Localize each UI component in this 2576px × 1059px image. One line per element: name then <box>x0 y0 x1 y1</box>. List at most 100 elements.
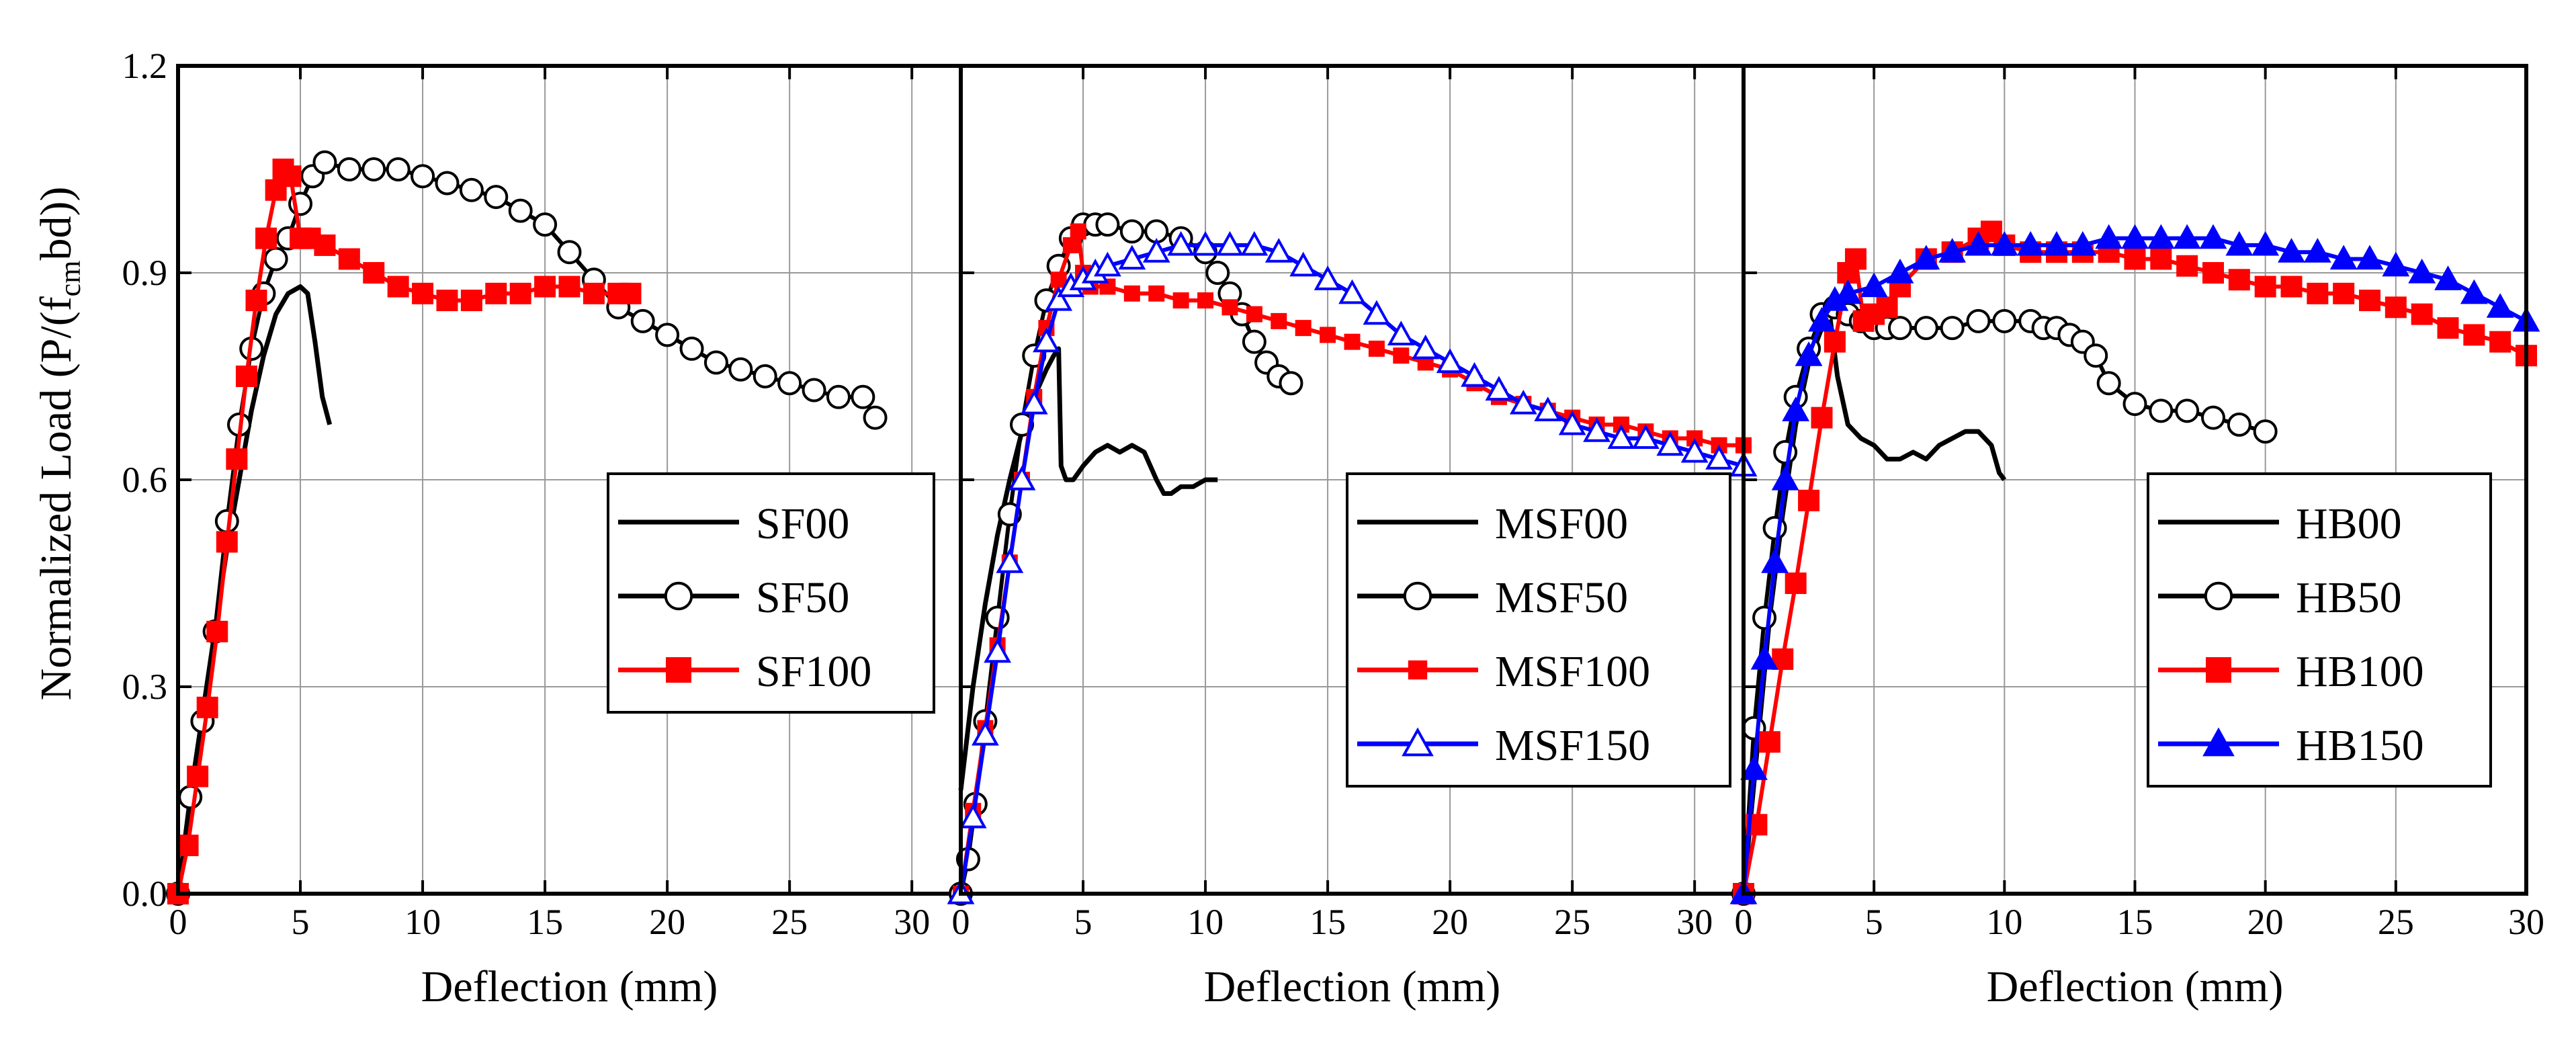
y-tick-label-sf-1: 0.3 <box>122 667 168 707</box>
marker-hb150-12 <box>1912 245 1940 270</box>
marker-msf150-17 <box>1216 230 1244 256</box>
series-group-msf <box>947 212 1758 906</box>
marker-sf50-8 <box>263 247 288 271</box>
marker-hb150-34 <box>2486 293 2514 318</box>
marker-sf50-25 <box>630 308 655 333</box>
legend-marker-hb100 <box>2206 657 2231 683</box>
x-tick-label-sf-1: 5 <box>292 902 310 942</box>
marker-sf50-13 <box>337 157 361 181</box>
legend-box-hb <box>2147 472 2492 788</box>
marker-hb100-12 <box>1876 296 1898 319</box>
marker-msf150-22 <box>1338 279 1366 304</box>
marker-msf150-18 <box>1240 230 1269 256</box>
marker-sf100-22 <box>485 282 507 304</box>
legend-label-sf50: SF50 <box>756 573 849 622</box>
marker-hb150-4 <box>1771 465 1799 491</box>
marker-hb150-19 <box>2095 224 2123 249</box>
marker-hb100-28 <box>2254 276 2276 298</box>
legend-marker-sf100 <box>666 657 691 683</box>
panel-hb: 0 5 10 15 20 25 30 Deflection (mm) HB00 HB50 HB100… <box>1729 64 2544 1011</box>
marker-hb50-23 <box>2084 343 2108 368</box>
marker-sf100-23 <box>509 282 531 304</box>
legend-marker-hb150 <box>2202 727 2235 757</box>
marker-hb100-24 <box>2150 248 2172 270</box>
panel-sf: 0 5 10 15 20 25 30 0.0 0.3 0.6 0.9 1.2 Deflection (m… <box>122 46 963 1011</box>
marker-msf150-5 <box>1008 465 1036 491</box>
marker-msf150-16 <box>1191 230 1219 256</box>
x-tick-label-sf-0: 0 <box>169 902 187 942</box>
marker-hb100-30 <box>2307 282 2329 304</box>
marker-msf150-23 <box>1363 300 1391 325</box>
legend-marker-msf50 <box>1403 581 1432 611</box>
marker-sf100-8 <box>245 290 267 312</box>
y-tick-label-sf-2: 0.6 <box>122 460 168 500</box>
marker-hb150-20 <box>2121 224 2149 249</box>
marker-hb100-36 <box>2463 324 2485 346</box>
x-tick-label-hb-3: 15 <box>2117 902 2153 942</box>
marker-msf100-16 <box>1172 292 1189 309</box>
marker-msf150-33 <box>1607 424 1635 449</box>
marker-msf50-13 <box>1095 212 1120 237</box>
marker-hb150-16 <box>2016 230 2045 256</box>
x-axis-label-msf: Deflection (mm) <box>1204 962 1501 1011</box>
marker-sf50-28 <box>703 350 728 375</box>
marker-hb150-15 <box>1990 230 2018 256</box>
marker-hb100-7 <box>1823 331 1846 353</box>
legend-sf: SF00 SF50 SF100 <box>607 472 935 714</box>
marker-sf100-4 <box>206 620 228 642</box>
marker-sf50-27 <box>679 336 704 361</box>
legend-marker-msf100 <box>1408 660 1428 680</box>
marker-sf100-3 <box>196 696 218 718</box>
legend-label-msf100: MSF100 <box>1495 647 1650 696</box>
marker-sf50-22 <box>557 240 582 265</box>
marker-sf50-17 <box>435 171 460 196</box>
marker-sf50-33 <box>826 384 851 409</box>
marker-sf50-15 <box>386 157 411 181</box>
y-tick-label-sf-4: 1.2 <box>122 46 168 86</box>
marker-sf100-16 <box>338 248 360 270</box>
x-tick-label-msf-3: 15 <box>1310 902 1346 942</box>
marker-msf100-22 <box>1320 327 1336 343</box>
marker-sf100-12 <box>280 165 302 187</box>
marker-hb150-24 <box>2225 230 2253 256</box>
marker-msf50-18 <box>1205 261 1230 285</box>
marker-hb100-4 <box>1785 573 1807 594</box>
marker-hb150-14 <box>1965 230 1992 256</box>
marker-sf50-21 <box>533 212 558 237</box>
legend-label-msf50: MSF50 <box>1495 573 1628 622</box>
marker-hb150-9 <box>1834 279 1862 304</box>
marker-msf150-13 <box>1118 245 1146 270</box>
marker-msf150-32 <box>1583 417 1611 442</box>
marker-msf100-24 <box>1368 340 1385 357</box>
legend-marker-msf150 <box>1402 727 1434 757</box>
x-tick-label-hb-0: 0 <box>1735 902 1753 942</box>
marker-msf100-19 <box>1246 306 1262 323</box>
marker-hb50-3 <box>1762 515 1787 540</box>
marker-msf150-14 <box>1142 238 1170 263</box>
marker-sf50-31 <box>777 371 802 396</box>
series-group-sf <box>166 150 888 906</box>
marker-hb100-26 <box>2202 262 2224 284</box>
x-tick-label-hb-2: 10 <box>1986 902 2022 942</box>
series-group-hb <box>1729 220 2540 906</box>
marker-sf100-2 <box>187 765 209 788</box>
marker-hb50-30 <box>2253 419 2278 444</box>
marker-sf50-1 <box>178 785 203 810</box>
marker-sf50-19 <box>484 185 509 210</box>
marker-msf150-19 <box>1264 238 1293 263</box>
legend-label-hb50: HB50 <box>2296 573 2402 622</box>
y-tick-label-sf-0: 0.0 <box>122 874 168 914</box>
marker-hb150-31 <box>2408 258 2436 284</box>
y-axis-label: Normalized Load (P/(fcmbd)) <box>32 187 87 701</box>
marker-msf150-36 <box>1680 437 1709 463</box>
marker-hb150-21 <box>2147 224 2175 249</box>
marker-hb50-27 <box>2175 398 2200 423</box>
marker-msf150-24 <box>1387 321 1415 345</box>
marker-hb150-27 <box>2303 238 2331 263</box>
marker-hb100-23 <box>2124 248 2146 270</box>
marker-hb100-34 <box>2411 303 2433 325</box>
marker-msf100-14 <box>1123 285 1140 302</box>
marker-hb150-28 <box>2329 245 2358 270</box>
y-tick-label-sf-3: 0.9 <box>122 253 168 293</box>
x-tick-label-hb-6: 30 <box>2508 902 2544 942</box>
